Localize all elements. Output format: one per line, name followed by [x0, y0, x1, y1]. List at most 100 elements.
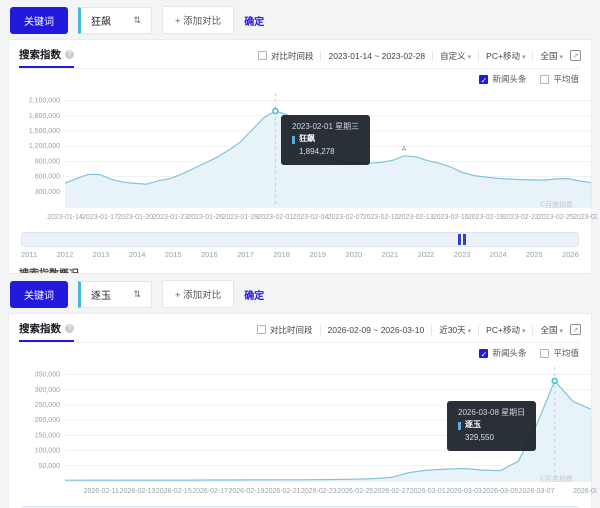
- year-label: 2012: [56, 250, 74, 259]
- y-tick-label: 250,000: [35, 402, 60, 409]
- confirm-button[interactable]: 确定: [244, 16, 265, 28]
- chart-controls: 对比时间段 2026-02-09 ~ 2026-03-10 近30天 ▾ PC+移…: [257, 324, 581, 340]
- x-tick-label: 2023-01-17: [82, 214, 118, 221]
- info-icon[interactable]: ?: [65, 324, 74, 333]
- export-icon[interactable]: ↗: [570, 324, 581, 335]
- news-headlines-checkbox[interactable]: ✓ 新闻头条: [479, 347, 526, 359]
- compare-period-checkbox[interactable]: 对比时间段: [257, 324, 313, 336]
- average-checkbox[interactable]: 平均值: [540, 73, 579, 85]
- sort-icon[interactable]: ⇅: [133, 14, 141, 25]
- x-tick-label: 2023-02-01: [257, 214, 293, 221]
- year-label: 2018: [273, 250, 290, 259]
- range-type-dropdown[interactable]: 自定义 ▾: [440, 50, 472, 61]
- news-headlines-checkbox[interactable]: ✓ 新闻头条: [479, 73, 526, 85]
- x-tick-label: 2023-02-19: [468, 214, 504, 221]
- year-label: 2023: [453, 250, 471, 259]
- area-fill: [65, 380, 591, 481]
- compare-period-checkbox[interactable]: 对比时间段: [257, 50, 313, 62]
- chart-controls: 对比时间段 2023-01-14 ~ 2023-02-28 自定义 ▾ PC+移动…: [257, 50, 581, 66]
- timeline-slider[interactable]: [21, 506, 579, 508]
- chart-legend: ✓ 新闻头条 平均值: [19, 69, 581, 85]
- y-tick-label: 1,200,000: [29, 143, 60, 150]
- x-tick-label: 2023-02-04: [293, 214, 329, 221]
- x-tick-label: 2023-02-13: [398, 214, 434, 221]
- x-tick-label: 2026-02-19: [228, 488, 264, 495]
- export-icon[interactable]: ↗: [570, 50, 581, 61]
- y-tick-label: 100,000: [35, 448, 60, 455]
- tab-search-index[interactable]: 搜索指数 ?: [19, 47, 74, 68]
- year-label: 2020: [345, 250, 363, 259]
- watermark: ©百度指数: [539, 202, 573, 209]
- region-dropdown[interactable]: 全国 ▾: [540, 324, 563, 335]
- divider: [478, 50, 480, 61]
- panel-header: 搜索指数 ? 对比时间段 2023-01-14 ~ 2023-02-28 自定义…: [19, 44, 581, 69]
- hover-point: [272, 107, 279, 115]
- year-label: 2014: [128, 250, 146, 259]
- tooltip-value: 329,550: [465, 432, 494, 442]
- tooltip-value: 1,894,278: [299, 146, 335, 156]
- chevron-down-icon: ▾: [559, 53, 563, 61]
- news-annotation-marker[interactable]: A: [402, 146, 407, 153]
- sort-icon[interactable]: ⇅: [133, 288, 141, 299]
- x-tick-label: 2026-03-03: [446, 488, 482, 495]
- chart-area-1: 300,000 600,000 900,000 1,200,000 1,500,000 1…: [19, 85, 600, 228]
- year-label: 2022: [417, 250, 435, 259]
- checkbox-icon: [257, 51, 267, 60]
- x-tick-label: 2026-02-13: [120, 488, 156, 495]
- divider: [532, 50, 534, 61]
- year-label: 2019: [309, 250, 327, 259]
- date-range[interactable]: 2023-01-14 ~ 2023-02-28: [328, 50, 426, 61]
- device-dropdown[interactable]: PC+移动 ▾: [486, 324, 526, 335]
- checkbox-checked-icon: ✓: [479, 348, 489, 359]
- tab-search-index[interactable]: 搜索指数 ?: [19, 321, 74, 342]
- keyword-input[interactable]: 逐玉 ⇅: [78, 280, 152, 308]
- section-heading-overview: 搜索指数概况: [19, 265, 581, 273]
- device-dropdown[interactable]: PC+移动 ▾: [486, 50, 526, 61]
- divider: [431, 324, 433, 335]
- region-dropdown[interactable]: 全国 ▾: [540, 50, 563, 61]
- x-tick-label: 2026-02-25: [337, 488, 373, 495]
- x-tick-label: 2026-03-05: [482, 488, 518, 495]
- year-label: 2013: [92, 250, 110, 259]
- x-tick-label: 2026-03-07: [519, 488, 555, 495]
- news-headlines-label: 新闻头条: [492, 348, 527, 358]
- keyword-label-button[interactable]: 关键词: [10, 6, 68, 34]
- y-tick-label: 200,000: [35, 417, 60, 424]
- panel-header: 搜索指数 ? 对比时间段 2026-02-09 ~ 2026-03-10 近30…: [19, 318, 581, 343]
- x-tick-label: 2026-02-23: [301, 488, 337, 495]
- keyword-value: 逐玉: [91, 290, 111, 302]
- x-tick-label: 2023-02-22: [503, 214, 539, 221]
- chevron-down-icon: ▾: [521, 327, 526, 335]
- y-tick-label: 2,100,000: [29, 98, 60, 105]
- chevron-down-icon: ▾: [559, 327, 563, 335]
- tooltip-series: 逐玉: [458, 419, 525, 431]
- chart-legend: ✓ 新闻头条 平均值: [19, 343, 581, 359]
- keyword-value: 狂飙: [91, 16, 111, 28]
- y-tick-label: 600,000: [35, 174, 60, 181]
- year-label: 2021: [381, 250, 399, 259]
- divider: [319, 324, 321, 335]
- date-range[interactable]: 2026-02-09 ~ 2026-03-10: [327, 324, 425, 335]
- info-icon[interactable]: ?: [65, 50, 74, 59]
- chevron-down-icon: ▾: [521, 53, 526, 61]
- y-tick-label: 50,000: [39, 463, 61, 470]
- x-tick-label: 2026-03-01: [410, 488, 446, 495]
- chart-tooltip: 2023-02-01 星期三 狂飙 1,894,278: [281, 115, 371, 166]
- timeline-handle[interactable]: [458, 234, 467, 245]
- year-label: 2011: [21, 250, 38, 259]
- x-tick-label: 2023-02-16: [433, 214, 469, 221]
- average-checkbox[interactable]: 平均值: [540, 347, 579, 359]
- confirm-button[interactable]: 确定: [244, 290, 265, 302]
- keyword-input[interactable]: 狂飙 ⇅: [78, 6, 152, 34]
- x-tick-label: 2023-02-25: [538, 214, 574, 221]
- tab-label: 搜索指数: [19, 323, 61, 335]
- year-label: 2026: [562, 250, 579, 259]
- range-type-dropdown[interactable]: 近30天 ▾: [439, 324, 472, 335]
- keyword-label-button[interactable]: 关键词: [10, 280, 68, 308]
- add-compare-button[interactable]: + 添加对比: [162, 6, 235, 34]
- add-compare-button[interactable]: + 添加对比: [162, 280, 235, 308]
- x-tick-label: 2026-03-10: [573, 488, 597, 495]
- trend-chart[interactable]: 50,000 100,000 150,000 200,000 250,000 300,00…: [19, 359, 600, 497]
- checkbox-checked-icon: ✓: [479, 74, 489, 85]
- timeline-slider[interactable]: [21, 232, 579, 247]
